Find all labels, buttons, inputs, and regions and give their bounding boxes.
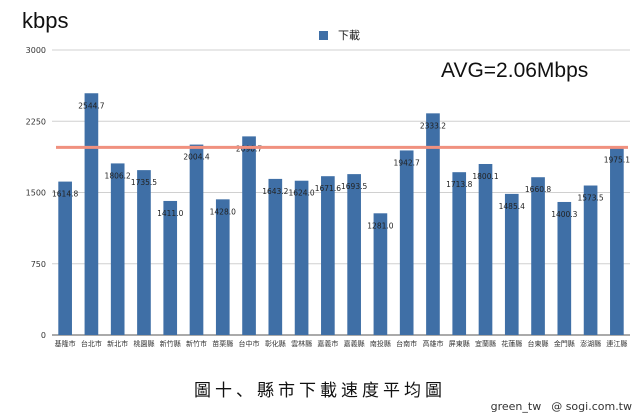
bar — [242, 136, 256, 335]
bar — [294, 180, 309, 335]
average-label: AVG=2.06Mbps — [441, 59, 589, 82]
x-tick-label: 桃園縣 — [133, 339, 154, 348]
x-tick-label: 花蓮縣 — [501, 339, 522, 348]
x-tick-label: 基隆市 — [55, 339, 76, 348]
bar-value-label: 1806.2 — [105, 171, 131, 180]
x-tick-label: 屏東縣 — [449, 339, 470, 348]
figure-caption: 圖十、縣市下載速度平均圖 — [194, 381, 446, 401]
bar-value-label: 1693.5 — [341, 182, 367, 191]
bar-value-label: 1428.0 — [210, 207, 236, 216]
x-tick-label: 澎湖縣 — [580, 339, 601, 348]
bar-value-label: 2090.7 — [236, 144, 262, 153]
bar-value-label: 2333.2 — [420, 121, 446, 130]
x-tick-label: 新竹縣 — [160, 339, 181, 348]
bar — [583, 185, 598, 335]
bar-value-label: 2544.7 — [78, 101, 104, 110]
bar — [189, 144, 204, 335]
x-tick-label: 嘉義縣 — [344, 339, 365, 348]
bar — [531, 177, 545, 335]
credit: green_tw @ sogi.com.tw — [491, 400, 632, 413]
bar — [452, 172, 467, 335]
y-tick-label: 0 — [41, 331, 46, 340]
x-tick-label: 苗栗縣 — [212, 339, 233, 348]
bar-value-label: 1713.8 — [446, 180, 472, 189]
bar-value-label: 2004.4 — [183, 153, 209, 162]
x-tick-label: 新北市 — [107, 339, 128, 348]
bar-value-label: 1485.4 — [499, 202, 525, 211]
x-tick-label: 雲林縣 — [291, 339, 312, 348]
bar-value-label: 1281.0 — [367, 221, 393, 230]
bar — [610, 147, 624, 335]
bar — [557, 201, 572, 335]
x-tick-label: 金門縣 — [554, 339, 575, 348]
bar-value-label: 1400.3 — [551, 210, 577, 219]
x-tick-label: 宜蘭縣 — [475, 339, 496, 348]
bar — [426, 113, 440, 335]
bar — [399, 150, 414, 335]
bar-value-label: 1942.7 — [394, 158, 420, 167]
bar — [215, 199, 230, 335]
bar — [84, 93, 99, 335]
y-tick-label: 1500 — [26, 189, 46, 198]
bar — [268, 178, 283, 335]
x-tick-label: 台東縣 — [528, 339, 549, 348]
bar — [110, 163, 125, 335]
x-tick-label: 彰化縣 — [265, 339, 286, 348]
bar — [504, 193, 519, 335]
bar-value-label: 1573.5 — [577, 194, 603, 203]
bar-value-label: 1614.8 — [52, 190, 78, 199]
x-tick-label: 連江縣 — [606, 339, 627, 348]
bar-value-label: 1735.5 — [131, 178, 157, 187]
credit-user: green_tw — [490, 400, 542, 413]
bar — [347, 174, 361, 335]
x-tick-label: 嘉義市 — [317, 339, 338, 348]
bar — [373, 213, 388, 335]
bar-value-label: 1624.0 — [288, 189, 314, 198]
x-tick-label: 台中市 — [239, 339, 260, 348]
bar-value-label: 1660.8 — [525, 185, 551, 194]
legend-label: 下載 — [338, 29, 360, 42]
legend: 下載 — [319, 27, 360, 43]
bar-value-label: 1975.1 — [604, 155, 630, 164]
y-axis-unit-label: kbps — [22, 8, 69, 33]
bar — [163, 200, 178, 335]
y-tick-label: 3000 — [26, 46, 46, 55]
bar-value-label: 1671.6 — [315, 184, 341, 193]
x-tick-label: 高雄市 — [422, 339, 443, 348]
y-tick-label: 2250 — [26, 117, 46, 126]
bar — [58, 181, 72, 335]
legend-swatch — [319, 30, 328, 40]
bar-value-label: 1411.0 — [157, 209, 183, 218]
x-tick-label: 台南市 — [396, 339, 417, 348]
y-tick-label: 750 — [31, 260, 46, 269]
bar — [137, 170, 151, 335]
bar-value-label: 1643.2 — [262, 187, 288, 196]
bar — [478, 163, 493, 335]
x-tick-label: 台北市 — [81, 339, 102, 348]
credit-site: @ sogi.com.tw — [551, 400, 632, 413]
x-tick-label: 新竹市 — [186, 339, 207, 348]
x-tick-label: 南投縣 — [370, 339, 391, 348]
bar — [321, 176, 335, 335]
bar-value-label: 1800.1 — [472, 172, 498, 181]
